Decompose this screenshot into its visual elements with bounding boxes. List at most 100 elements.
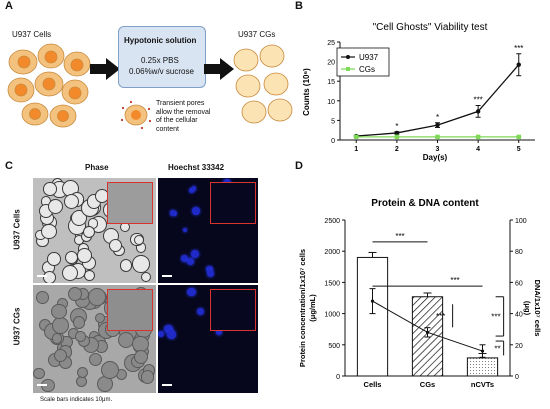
data-point	[435, 134, 440, 140]
cell-particle	[36, 290, 49, 304]
y-tick-label: 25	[327, 40, 335, 47]
nucleus-spot	[206, 265, 213, 273]
y2-tick-label: 40	[515, 312, 523, 319]
chart-d-marks	[356, 251, 499, 377]
panel-label-c: C	[5, 160, 13, 172]
nucleus-spot	[181, 254, 189, 262]
panel-label-d: D	[295, 160, 303, 172]
cell-particle	[62, 265, 78, 282]
significance-mark: *	[436, 113, 439, 122]
cell-particle	[52, 317, 69, 334]
hoechst-inset-cells	[210, 182, 256, 224]
cell-particle	[72, 316, 85, 329]
x-tick-label: 2	[395, 146, 399, 153]
scale-bar	[162, 275, 172, 277]
y-tick-label: 10	[327, 99, 335, 106]
nucleus-spot	[164, 324, 173, 334]
pore-text-line: of the cellular	[156, 117, 198, 124]
chart-d-ylabel-right-units: (μg)	[523, 301, 532, 316]
cell-particle	[83, 269, 95, 281]
cell-particle	[41, 223, 57, 239]
cell-particle	[47, 198, 64, 214]
data-point	[516, 134, 521, 140]
x-tick-label: 5	[517, 146, 521, 153]
cell-particle	[51, 303, 67, 320]
cell-particle	[77, 247, 93, 263]
nucleus-spot	[169, 210, 175, 216]
nucleus-spot	[197, 307, 204, 315]
chart-d-ylabel-right: DNA/1x10⁷ cells	[533, 280, 542, 337]
y-tick-label: 15	[327, 79, 335, 86]
row-label-cgs: U937 CGs	[12, 307, 22, 346]
chart-d-title: Protein & DNA content	[371, 198, 479, 209]
nucleus-spot	[207, 270, 215, 278]
nucleus-spot	[187, 258, 194, 265]
u937-cgs-label: U937 CGs	[238, 30, 276, 39]
col-header-hoechst: Hoechst 33342	[168, 163, 225, 172]
y-tick-label: 0	[336, 374, 340, 381]
cell-particle	[109, 238, 123, 252]
y-tick-label: 1000	[324, 312, 340, 319]
panel-label-a: A	[5, 0, 13, 12]
data-point	[435, 122, 440, 128]
cell-particle	[88, 288, 106, 306]
cell-particle	[75, 331, 86, 342]
cell-particle	[94, 312, 105, 324]
significance-mark: **	[494, 345, 500, 354]
cell-particle	[46, 251, 61, 266]
data-point	[516, 62, 521, 67]
hypotonic-solution-box: Hypotonic solution 0.25x PBS 0.06%w/v su…	[118, 26, 206, 88]
dna-data-point	[480, 349, 485, 353]
scale-bar	[37, 275, 47, 277]
y-tick-label: 1500	[324, 280, 340, 287]
bar-cells	[356, 256, 389, 377]
u937-cells-label: U937 Cells	[12, 30, 52, 39]
cell-particle	[43, 182, 57, 197]
pore-text-line: Transient pores	[156, 100, 205, 107]
x-tick-label: 4	[476, 146, 480, 153]
legend-label-cgs: CGs	[359, 65, 375, 74]
legend-box	[336, 47, 390, 77]
cell-ghost-cluster-illustration	[233, 44, 293, 124]
hoechst-image-cells	[158, 178, 258, 283]
y-tick-label: 2500	[324, 218, 340, 225]
nucleus-spot	[187, 287, 196, 297]
viability-line-chart: "Cell Ghosts" Viability test Counts (10⁶…	[302, 22, 535, 162]
legend-label-u937: U937	[359, 53, 379, 62]
scale-bar-note: Scale bars indicates 10μm.	[40, 397, 113, 403]
x-tick-label: nCVTs	[471, 380, 494, 389]
cell-particle	[76, 376, 88, 388]
cell-particle	[33, 368, 45, 380]
y2-tick-label: 100	[515, 218, 527, 225]
significance-mark: ***	[395, 232, 404, 241]
cell-particle	[53, 348, 67, 362]
cell-cluster-illustration	[7, 43, 91, 128]
x-tick-label: CGs	[420, 380, 435, 389]
arrow-right-icon	[90, 58, 120, 80]
bar-ncvts	[466, 357, 499, 377]
cell-particle	[119, 259, 132, 272]
nucleus-spot	[158, 331, 164, 337]
significance-mark: ***	[436, 312, 445, 321]
arrow-right-icon	[204, 58, 234, 80]
cell-particle	[133, 350, 148, 365]
y-tick-label: 20	[327, 60, 335, 67]
significance-mark: ***	[473, 96, 482, 105]
pore-text-line: content	[156, 125, 179, 133]
y2-tick-label: 60	[515, 280, 523, 287]
cell-particle	[64, 251, 79, 265]
significance-mark: ***	[514, 44, 523, 53]
chart-b-xlabel: Day(s)	[423, 153, 448, 162]
cell-particle	[132, 254, 151, 273]
nucleus-spot	[216, 329, 222, 335]
cell-particle	[51, 333, 63, 344]
data-point	[354, 134, 359, 140]
cell-particle	[67, 287, 83, 302]
y-tick-label: 5	[331, 118, 335, 125]
scale-bar	[162, 384, 172, 386]
hoechst-image-cgs	[158, 285, 258, 393]
chart-d-axes: 0 500 1000 1500 2000 2500 0 20 40 60 80 100 Cells CGs…	[324, 218, 526, 389]
x-tick-label: Cells	[364, 380, 382, 389]
dna-data-point	[425, 330, 430, 334]
phase-inset-cells	[107, 182, 153, 224]
